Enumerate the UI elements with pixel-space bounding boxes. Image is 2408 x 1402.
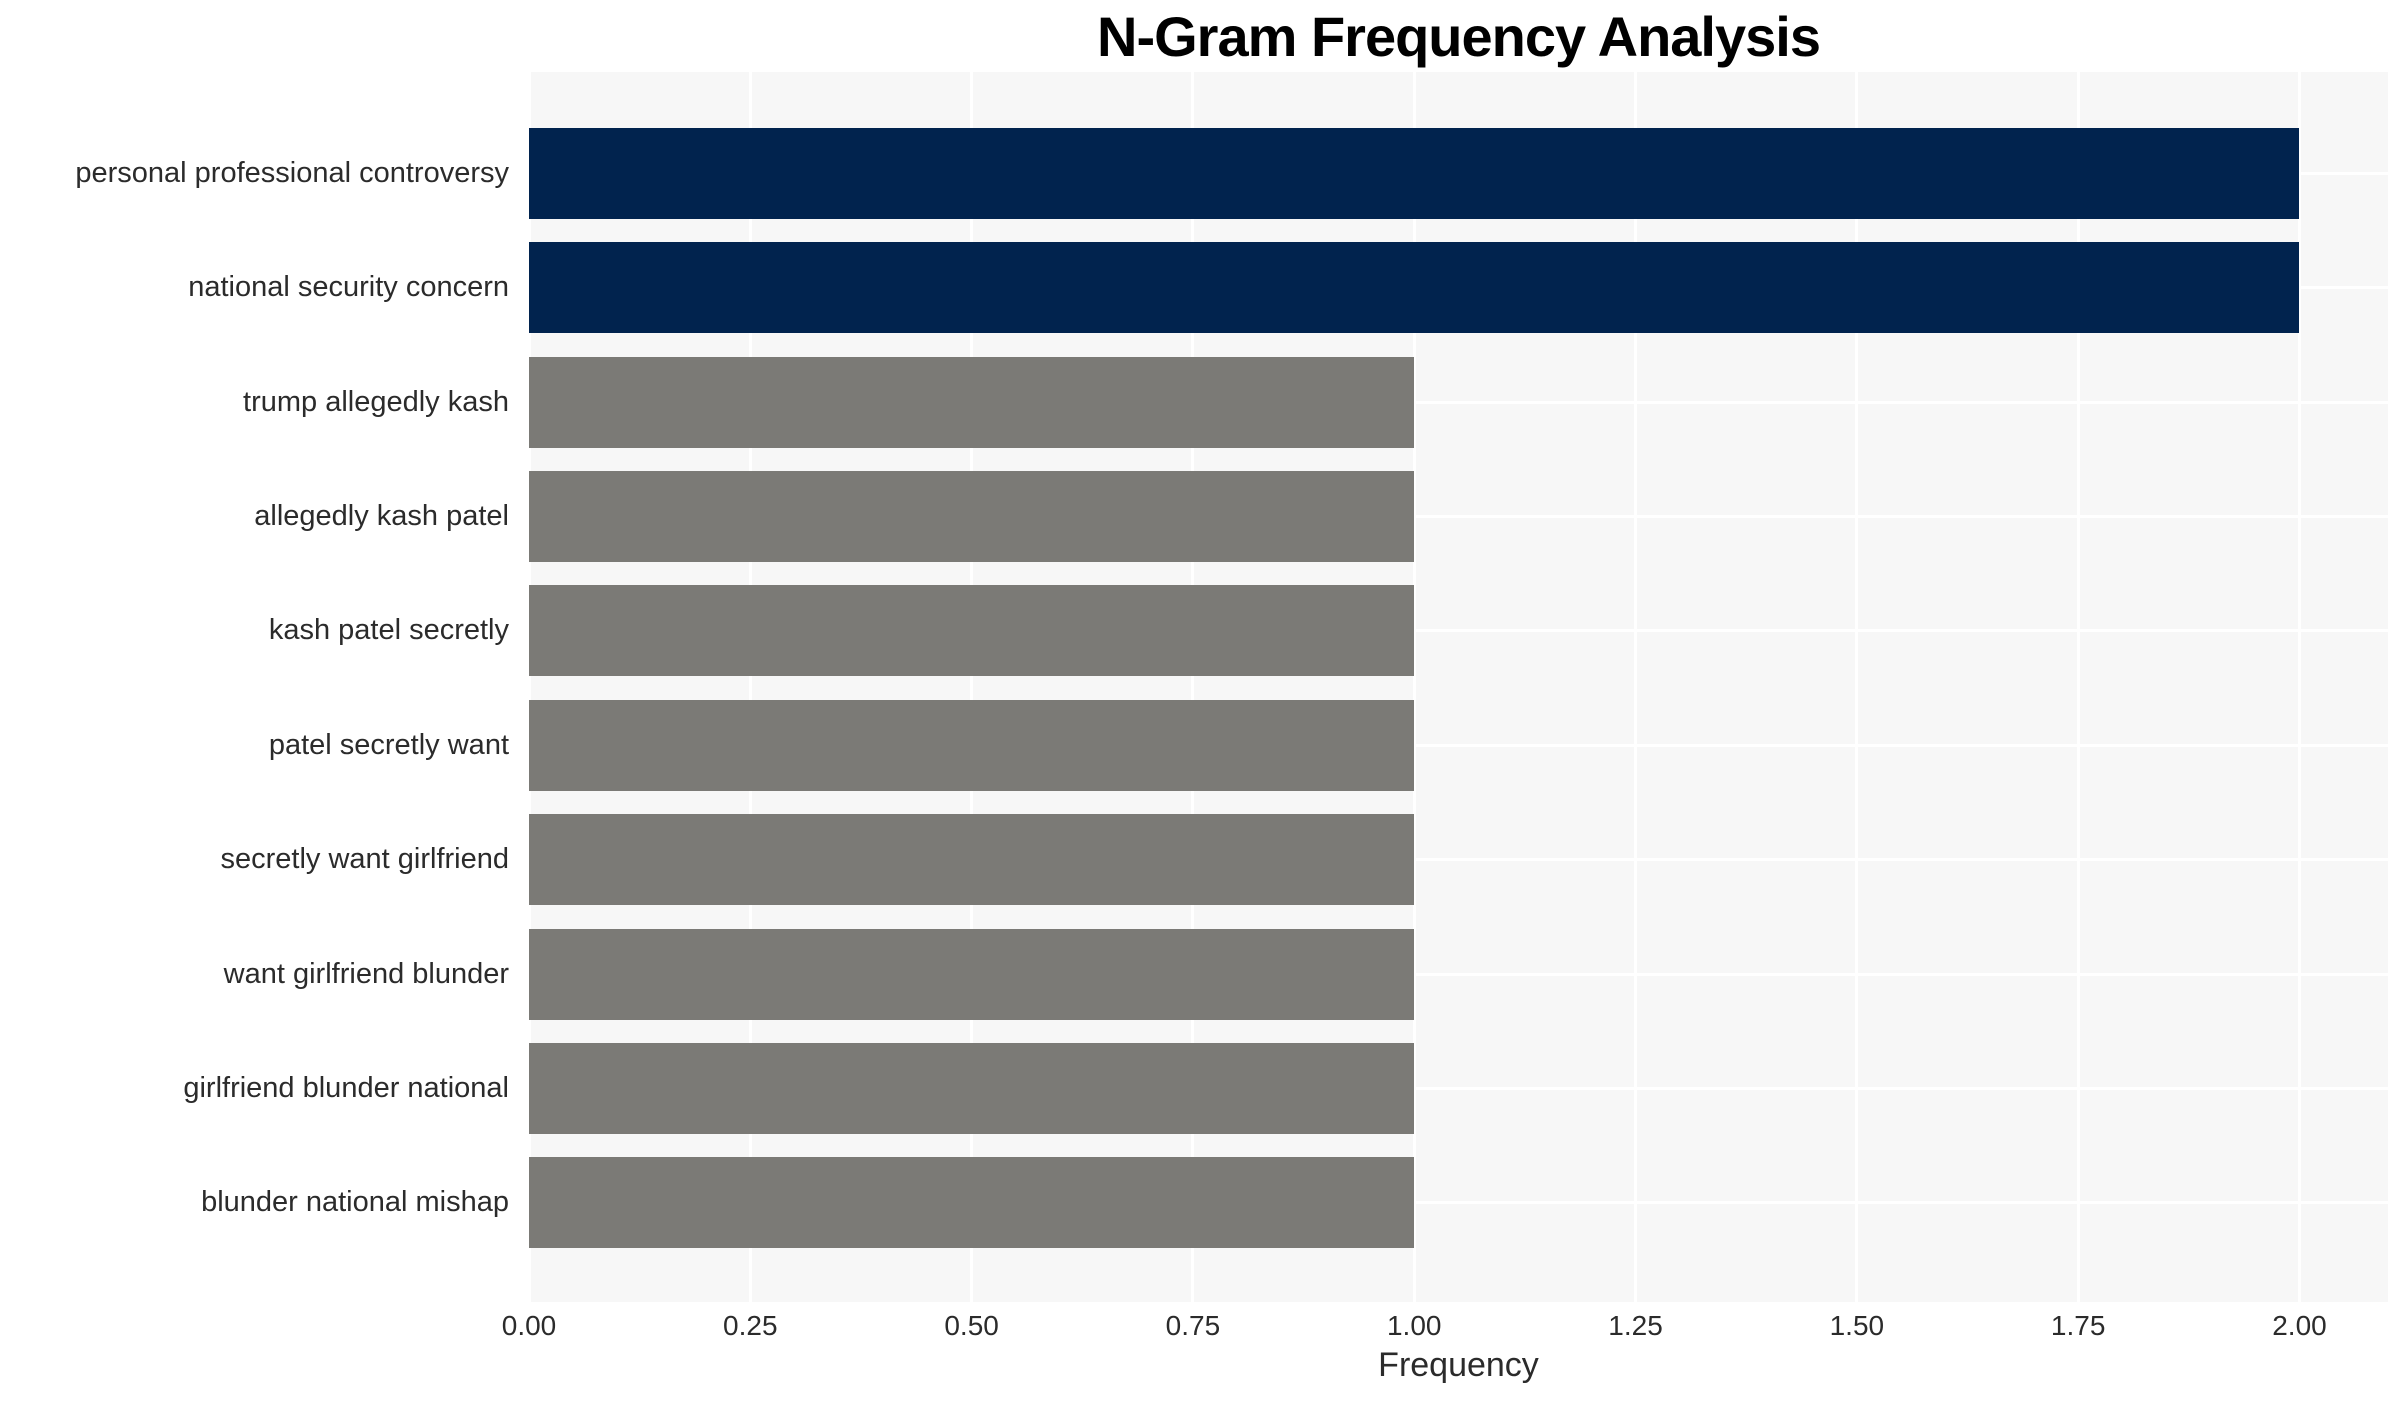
- bar-row: [529, 1031, 2388, 1145]
- y-axis-label-row: secretly want girlfriend: [0, 802, 519, 916]
- y-axis-label-row: personal professional controversy: [0, 116, 519, 230]
- horizontal-gridline: [529, 400, 2388, 404]
- vertical-gridline: [970, 72, 974, 1302]
- y-axis-label: kash patel secretly: [268, 614, 509, 647]
- y-axis-label: secretly want girlfriend: [220, 843, 510, 876]
- bar: [529, 470, 1415, 562]
- x-axis-tick-label: 1.25: [1608, 1310, 1663, 1341]
- x-axis-title: Frequency: [1378, 1346, 1539, 1384]
- y-axis-label: patel secretly want: [268, 728, 509, 761]
- x-axis-tick-label: 1.75: [2050, 1310, 2106, 1341]
- bars-container: [529, 72, 2388, 1302]
- vertical-gridline: [1634, 72, 1638, 1302]
- bar: [529, 928, 1415, 1020]
- bar: [529, 699, 1415, 791]
- x-axis-tick-label: 1.50: [1829, 1310, 1885, 1341]
- horizontal-gridline: [529, 629, 2388, 633]
- bar: [529, 242, 2300, 334]
- y-axis-label: allegedly kash patel: [254, 499, 509, 532]
- vertical-gridline: [748, 72, 752, 1302]
- x-axis-tick-label: 0.25: [723, 1310, 778, 1341]
- y-axis-label-row: want girlfriend blunder: [0, 917, 519, 1031]
- chart-title: N-Gram Frequency Analysis: [1097, 5, 1821, 68]
- bar-row: [529, 345, 2388, 459]
- horizontal-gridline: [529, 743, 2388, 747]
- y-axis-label-row: patel secretly want: [0, 688, 519, 802]
- bar-row: [529, 802, 2388, 916]
- y-axis-label-row: blunder national mishap: [0, 1146, 519, 1260]
- x-axis-ticks: 0.00 0.25 0.50 0.75 1.00 1.25 1.50 1.75 2.00: [502, 1310, 2388, 1346]
- y-axis-label-row: kash patel secretly: [0, 574, 519, 688]
- bar-row: [529, 459, 2388, 573]
- horizontal-gridline: [529, 1201, 2388, 1205]
- bar: [529, 1157, 1415, 1249]
- bar-row: [529, 230, 2388, 344]
- horizontal-gridline: [529, 858, 2388, 862]
- bar: [529, 1042, 1415, 1134]
- y-axis-label-row: national security concern: [0, 230, 519, 344]
- x-axis-tick-label: 1.00: [1386, 1310, 1442, 1341]
- bar: [529, 127, 2300, 219]
- y-axis-label-row: trump allegedly kash: [0, 345, 519, 459]
- y-axis-label: blunder national mishap: [201, 1186, 509, 1219]
- bar-row: [529, 688, 2388, 802]
- bar-row: [529, 574, 2388, 688]
- y-axis-label: national security concern: [188, 271, 509, 304]
- x-axis-tick-label: 2.00: [2272, 1310, 2327, 1341]
- bar-row: [529, 116, 2388, 230]
- horizontal-gridline: [529, 1086, 2388, 1090]
- x-axis-tick-label: 0.50: [944, 1310, 999, 1341]
- y-axis-labels: personal professional controversy nationa…: [0, 72, 519, 1302]
- y-axis-label: want girlfriend blunder: [223, 957, 509, 990]
- x-axis-tick-label: 0.00: [501, 1310, 557, 1341]
- y-axis-label: personal professional controversy: [75, 156, 509, 189]
- bar: [529, 585, 1415, 677]
- horizontal-gridline: [529, 514, 2388, 518]
- y-axis-label: girlfriend blunder national: [183, 1071, 509, 1104]
- y-axis-label: trump allegedly kash: [243, 385, 509, 418]
- y-axis-label-row: allegedly kash patel: [0, 459, 519, 573]
- bar-row: [529, 1146, 2388, 1260]
- bar: [529, 814, 1415, 906]
- vertical-gridline: [2297, 72, 2301, 1302]
- vertical-gridline: [2076, 72, 2080, 1302]
- vertical-gridline: [1855, 72, 1859, 1302]
- horizontal-gridline: [529, 972, 2388, 976]
- bar: [529, 356, 1415, 448]
- vertical-gridline: [1412, 72, 1416, 1302]
- x-axis-tick-label: 0.75: [1165, 1310, 1221, 1341]
- plot-area: [529, 72, 2388, 1302]
- y-axis-label-row: girlfriend blunder national: [0, 1031, 519, 1145]
- bar-row: [529, 917, 2388, 1031]
- vertical-gridline: [1191, 72, 1195, 1302]
- vertical-gridline: [529, 72, 531, 1302]
